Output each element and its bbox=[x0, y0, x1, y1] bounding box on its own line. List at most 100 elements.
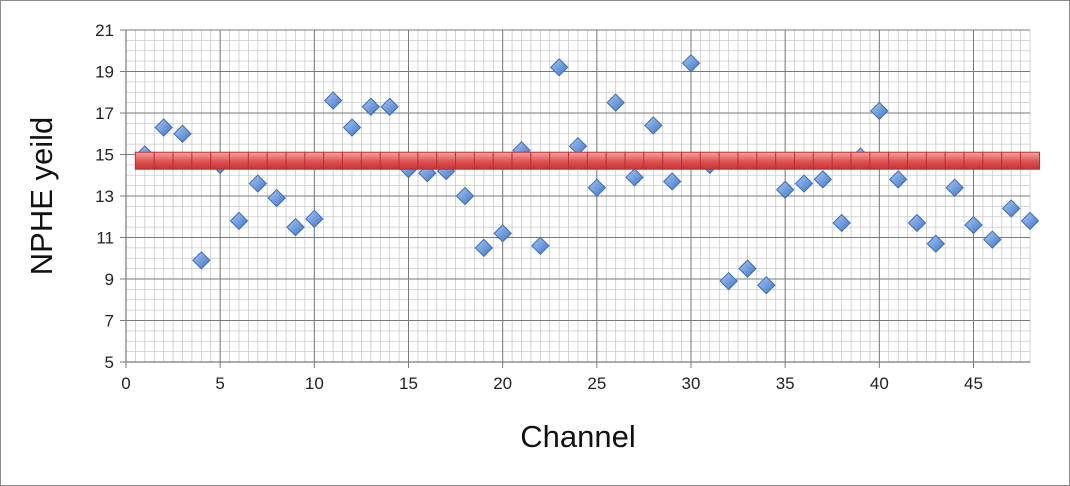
average-square-marker bbox=[153, 151, 174, 170]
average-square-marker bbox=[907, 151, 927, 170]
average-square-marker bbox=[737, 151, 758, 170]
average-square-marker bbox=[210, 151, 231, 170]
x-tick-label: 45 bbox=[964, 374, 983, 393]
series-layer bbox=[134, 53, 1040, 295]
data-point-diamond bbox=[154, 118, 173, 137]
average-square-marker bbox=[1020, 151, 1040, 170]
average-square-marker bbox=[812, 151, 833, 170]
data-point-diamond bbox=[1020, 211, 1040, 231]
data-point-diamond bbox=[493, 224, 512, 243]
data-point-diamond bbox=[775, 180, 795, 199]
x-tick-label: 30 bbox=[682, 374, 701, 393]
data-point-diamond bbox=[229, 211, 249, 231]
data-point-diamond bbox=[832, 213, 851, 233]
average-square-marker bbox=[963, 151, 984, 170]
average-square-marker bbox=[379, 151, 400, 170]
data-point-diamond bbox=[870, 101, 889, 121]
average-square-marker bbox=[285, 151, 306, 170]
data-point-diamond bbox=[794, 174, 814, 193]
average-square-marker bbox=[699, 151, 720, 170]
data-point-diamond bbox=[644, 116, 663, 135]
data-point-diamond bbox=[192, 251, 211, 270]
data-point-diamond bbox=[286, 217, 305, 237]
y-tick-label: 11 bbox=[96, 229, 114, 248]
average-square-marker bbox=[1001, 151, 1022, 170]
x-tick-label: 20 bbox=[493, 374, 512, 393]
data-point-diamond bbox=[305, 209, 324, 229]
y-tick-label: 7 bbox=[105, 312, 114, 331]
average-square-marker bbox=[944, 151, 965, 170]
data-point-diamond bbox=[361, 97, 381, 116]
x-tick-label: 5 bbox=[215, 374, 224, 393]
average-square-marker bbox=[756, 151, 777, 170]
average-square-marker bbox=[869, 151, 890, 170]
average-square-marker bbox=[511, 151, 532, 170]
data-point-diamond bbox=[907, 213, 927, 233]
average-square-marker bbox=[681, 151, 701, 170]
data-point-diamond bbox=[1001, 199, 1021, 218]
y-tick-label: 5 bbox=[105, 353, 114, 372]
average-square-marker bbox=[492, 151, 513, 170]
y-tick-label: 13 bbox=[95, 187, 114, 206]
y-tick-label: 9 bbox=[105, 270, 114, 289]
y-tick-label: 21 bbox=[95, 21, 114, 40]
data-point-diamond bbox=[323, 91, 343, 110]
average-square-marker bbox=[342, 151, 362, 170]
x-axis-title: Channel bbox=[520, 419, 635, 454]
average-square-marker bbox=[417, 151, 438, 170]
data-point-diamond bbox=[267, 188, 286, 208]
data-point-diamond bbox=[945, 178, 964, 197]
data-point-diamond bbox=[625, 168, 644, 187]
x-tick-label: 35 bbox=[776, 374, 795, 393]
average-square-marker bbox=[643, 151, 664, 170]
average-square-marker bbox=[134, 151, 155, 170]
average-square-marker bbox=[436, 151, 457, 170]
average-square-marker bbox=[662, 151, 683, 170]
average-square-marker bbox=[398, 151, 419, 170]
data-point-diamond bbox=[813, 170, 833, 189]
data-point-diamond bbox=[719, 271, 738, 291]
average-square-marker bbox=[266, 151, 287, 170]
data-point-diamond bbox=[606, 93, 625, 112]
x-tick-label: 15 bbox=[399, 374, 418, 393]
x-tick-label: 40 bbox=[870, 374, 889, 393]
average-square-marker bbox=[718, 151, 739, 170]
average-square-marker bbox=[473, 151, 494, 170]
average-square-marker bbox=[304, 151, 325, 170]
average-square-marker bbox=[888, 151, 909, 170]
average-square-marker bbox=[323, 151, 344, 170]
data-point-diamond bbox=[474, 238, 494, 258]
average-square-marker bbox=[172, 151, 193, 170]
data-point-diamond bbox=[531, 236, 550, 256]
x-tick-label: 25 bbox=[587, 374, 606, 393]
average-square-marker bbox=[586, 151, 607, 170]
data-point-diamond bbox=[983, 230, 1002, 249]
y-tick-label: 17 bbox=[95, 104, 114, 123]
average-square-marker bbox=[794, 151, 814, 170]
average-square-marker bbox=[624, 151, 645, 170]
grid-layer bbox=[125, 29, 1031, 363]
data-point-diamond bbox=[964, 215, 983, 235]
average-square-marker bbox=[982, 151, 1003, 170]
data-point-diamond bbox=[455, 186, 475, 206]
average-square-marker bbox=[455, 151, 475, 170]
average-square-marker bbox=[775, 151, 796, 170]
average-square-marker bbox=[530, 151, 551, 170]
average-square-marker bbox=[568, 151, 588, 170]
data-point-diamond bbox=[587, 178, 607, 197]
data-point-diamond bbox=[757, 276, 776, 295]
y-tick-label: 15 bbox=[95, 146, 114, 165]
data-point-diamond bbox=[549, 58, 569, 77]
data-point-diamond bbox=[681, 53, 701, 73]
average-square-marker bbox=[925, 151, 946, 170]
average-square-marker bbox=[229, 151, 249, 170]
average-square-marker bbox=[191, 151, 212, 170]
y-tick-label: 19 bbox=[95, 63, 114, 82]
x-tick-label: 10 bbox=[305, 374, 324, 393]
data-point-diamond bbox=[173, 124, 192, 143]
average-square-marker bbox=[360, 151, 381, 170]
average-square-marker bbox=[549, 151, 570, 170]
data-point-diamond bbox=[662, 172, 682, 191]
